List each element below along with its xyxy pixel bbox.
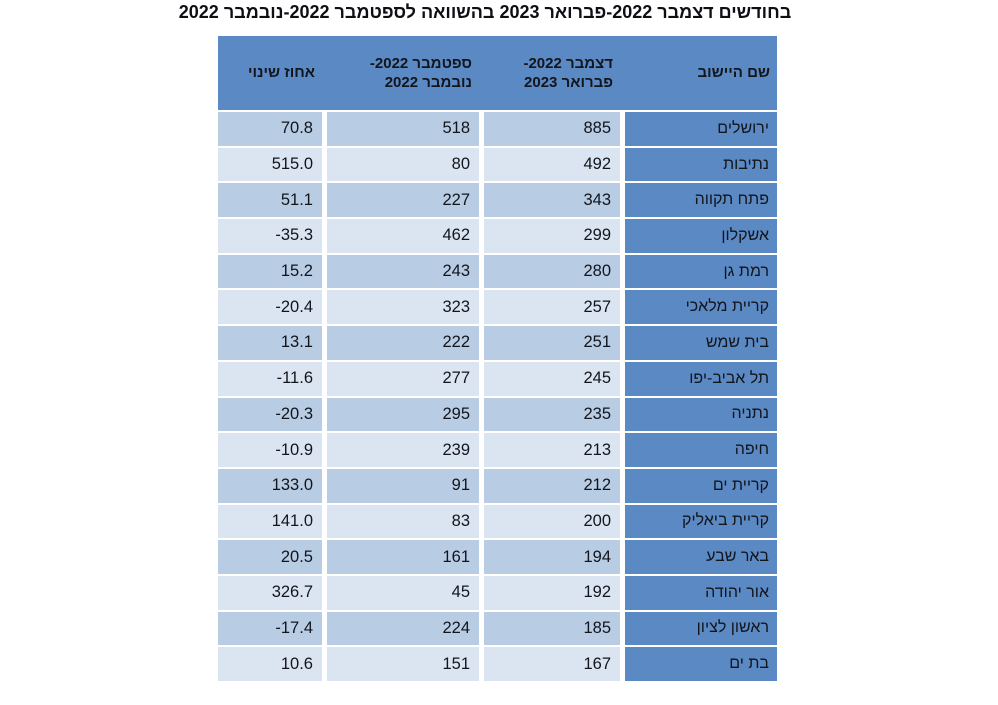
city-name-cell: ראשון לציון [625, 611, 777, 646]
current-period-value-cell: 213 [484, 433, 620, 467]
header-city-name: שם היישוב [697, 64, 770, 82]
percent-change-cell: 326.7 [218, 575, 322, 610]
table-row: פתח תקווה 343 227 51.1 [218, 183, 777, 218]
table-row: בית שמש 251 222 13.1 [218, 326, 777, 360]
table-header-row: שם היישוב דצמבר 2022- פברואר 2023 ספטמבר… [218, 36, 777, 110]
percent-change-cell: -11.6 [218, 361, 322, 396]
current-period-value-cell: 212 [484, 468, 620, 503]
previous-period-value-cell: 239 [327, 433, 479, 467]
city-name-cell: אור יהודה [625, 575, 777, 610]
percent-change-cell: -20.4 [218, 290, 322, 325]
table-row: אור יהודה 192 45 326.7 [218, 575, 777, 610]
city-name-cell: קריית ביאליק [625, 504, 777, 539]
comparison-table: שם היישוב דצמבר 2022- פברואר 2023 ספטמבר… [218, 36, 777, 683]
percent-change-cell: 51.1 [218, 183, 322, 218]
header-percent-change: אחוז שינוי [247, 64, 315, 82]
table-row: קריית ביאליק 200 83 141.0 [218, 504, 777, 539]
previous-period-value-cell: 295 [327, 397, 479, 432]
city-name-cell: באר שבע [625, 540, 777, 574]
current-period-value-cell: 200 [484, 504, 620, 539]
city-name-cell: נתיבות [625, 147, 777, 182]
table-row: אשקלון 299 462 -35.3 [218, 219, 777, 253]
city-name-cell: נתניה [625, 397, 777, 432]
previous-period-value-cell: 161 [327, 540, 479, 574]
city-name-cell: חיפה [625, 433, 777, 467]
current-period-value-cell: 343 [484, 183, 620, 218]
table-row: חיפה 213 239 -10.9 [218, 433, 777, 467]
previous-period-value-cell: 222 [327, 326, 479, 360]
table-row: נתניה 235 295 -20.3 [218, 397, 777, 432]
city-name-cell: בית שמש [625, 326, 777, 360]
previous-period-value-cell: 80 [327, 147, 479, 182]
previous-period-value-cell: 243 [327, 254, 479, 289]
table-row: ירושלים 885 518 70.8 [218, 112, 777, 146]
percent-change-cell: 15.2 [218, 254, 322, 289]
table-row: ראשון לציון 185 224 -17.4 [218, 611, 777, 646]
table-row: תל אביב-יפו 245 277 -11.6 [218, 361, 777, 396]
percent-change-cell: 20.5 [218, 540, 322, 574]
city-name-cell: פתח תקווה [625, 183, 777, 218]
previous-period-value-cell: 323 [327, 290, 479, 325]
previous-period-value-cell: 151 [327, 647, 479, 681]
percent-change-cell: 13.1 [218, 326, 322, 360]
previous-period-value-cell: 224 [327, 611, 479, 646]
table-row: באר שבע 194 161 20.5 [218, 540, 777, 574]
current-period-value-cell: 235 [484, 397, 620, 432]
table-body: ירושלים 885 518 70.8 נתיבות 492 80 515.0… [218, 112, 777, 681]
previous-period-value-cell: 462 [327, 219, 479, 253]
previous-period-value-cell: 227 [327, 183, 479, 218]
current-period-value-cell: 280 [484, 254, 620, 289]
current-period-value-cell: 192 [484, 575, 620, 610]
city-name-cell: קריית ים [625, 468, 777, 503]
percent-change-cell: -35.3 [218, 219, 322, 253]
percent-change-cell: 10.6 [218, 647, 322, 681]
city-name-cell: תל אביב-יפו [625, 361, 777, 396]
city-name-cell: ירושלים [625, 112, 777, 146]
percent-change-cell: 515.0 [218, 147, 322, 182]
city-name-cell: אשקלון [625, 219, 777, 253]
previous-period-value-cell: 277 [327, 361, 479, 396]
current-period-value-cell: 194 [484, 540, 620, 574]
current-period-value-cell: 257 [484, 290, 620, 325]
percent-change-cell: 70.8 [218, 112, 322, 146]
current-period-value-cell: 245 [484, 361, 620, 396]
previous-period-value-cell: 518 [327, 112, 479, 146]
page-title: בחודשים דצמבר 2022-פברואר 2023 בהשוואה ל… [178, 2, 792, 22]
current-period-value-cell: 492 [484, 147, 620, 182]
current-period-value-cell: 885 [484, 112, 620, 146]
current-period-value-cell: 185 [484, 611, 620, 646]
header-period-previous: ספטמבר 2022- נובמבר 2022 [369, 54, 472, 92]
previous-period-value-cell: 91 [327, 468, 479, 503]
percent-change-cell: -20.3 [218, 397, 322, 432]
table-row: רמת גן 280 243 15.2 [218, 254, 777, 289]
city-name-cell: בת ים [625, 647, 777, 681]
current-period-value-cell: 167 [484, 647, 620, 681]
table-row: נתיבות 492 80 515.0 [218, 147, 777, 182]
percent-change-cell: 141.0 [218, 504, 322, 539]
city-name-cell: רמת גן [625, 254, 777, 289]
header-period-current: דצמבר 2022- פברואר 2023 [523, 54, 613, 92]
current-period-value-cell: 299 [484, 219, 620, 253]
table-row: קריית מלאכי 257 323 -20.4 [218, 290, 777, 325]
percent-change-cell: 133.0 [218, 468, 322, 503]
city-name-cell: קריית מלאכי [625, 290, 777, 325]
percent-change-cell: -17.4 [218, 611, 322, 646]
table-row: בת ים 167 151 10.6 [218, 647, 777, 681]
previous-period-value-cell: 45 [327, 575, 479, 610]
previous-period-value-cell: 83 [327, 504, 479, 539]
percent-change-cell: -10.9 [218, 433, 322, 467]
current-period-value-cell: 251 [484, 326, 620, 360]
table-row: קריית ים 212 91 133.0 [218, 468, 777, 503]
